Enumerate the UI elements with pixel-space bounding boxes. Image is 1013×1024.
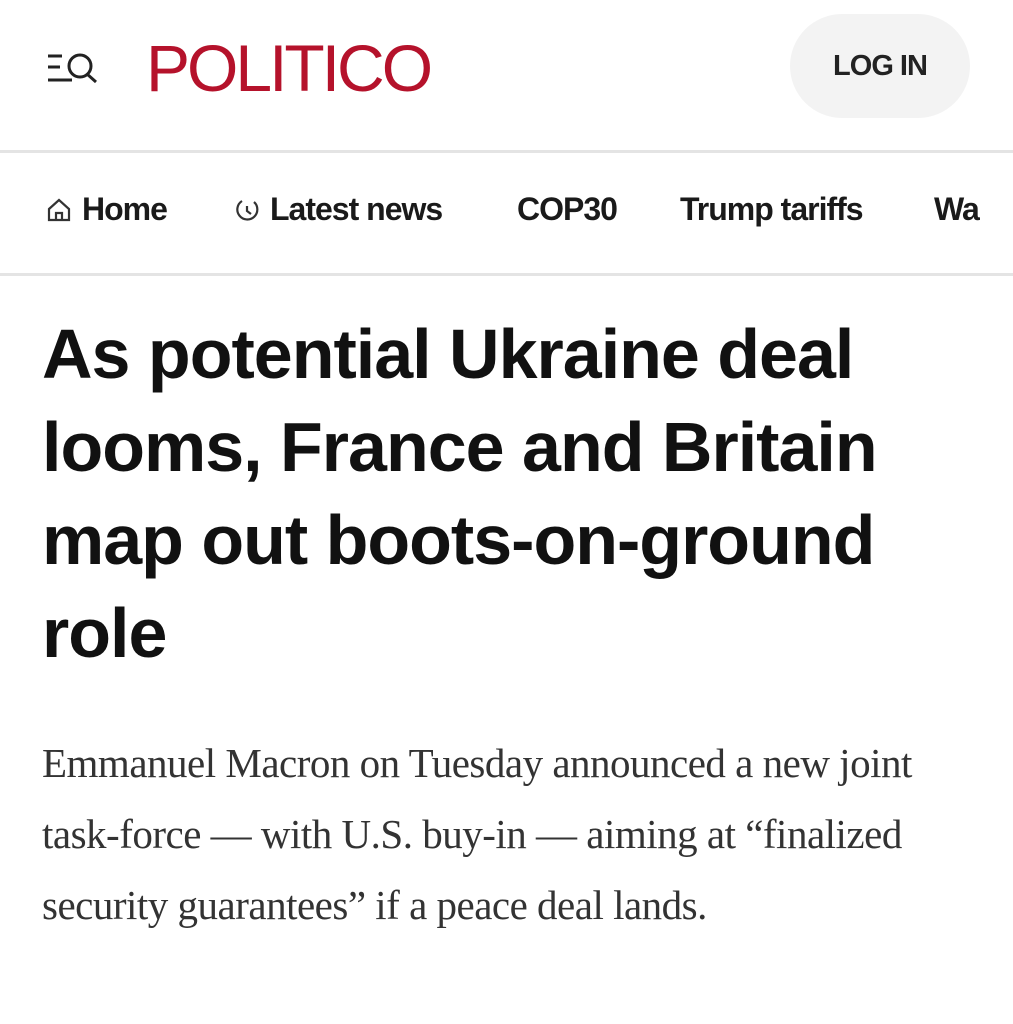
article-dek: Emmanuel Macron on Tuesday announced a n… (42, 740, 912, 928)
nav-item-truncated[interactable]: Wa (934, 191, 980, 228)
nav-item-label: Home (82, 191, 168, 227)
nav-item-label: Latest news (270, 191, 443, 227)
menu-search-icon (48, 53, 97, 84)
menu-search-button[interactable] (46, 50, 102, 86)
politico-logo[interactable]: POLITICO (146, 31, 433, 105)
nav-item-label: Trump tariffs (680, 191, 864, 227)
article-headline[interactable]: As potential Ukraine deal looms, France … (42, 315, 878, 672)
login-button[interactable]: LOG IN (790, 14, 970, 118)
section-nav: Home Latest news COP30 Trump tariffs Wa (0, 153, 1013, 276)
site-header: POLITICO LOG IN (0, 0, 1013, 153)
clock-icon (236, 199, 259, 221)
home-icon (47, 198, 71, 221)
nav-item-cop30[interactable]: COP30 (517, 191, 618, 228)
nav-item-latest-news[interactable]: Latest news (234, 191, 443, 228)
nav-item-trump-tariffs[interactable]: Trump tariffs (680, 191, 864, 228)
nav-item-label: COP30 (517, 191, 618, 227)
nav-item-label: Wa (934, 191, 980, 227)
nav-item-home[interactable]: Home (46, 191, 168, 228)
